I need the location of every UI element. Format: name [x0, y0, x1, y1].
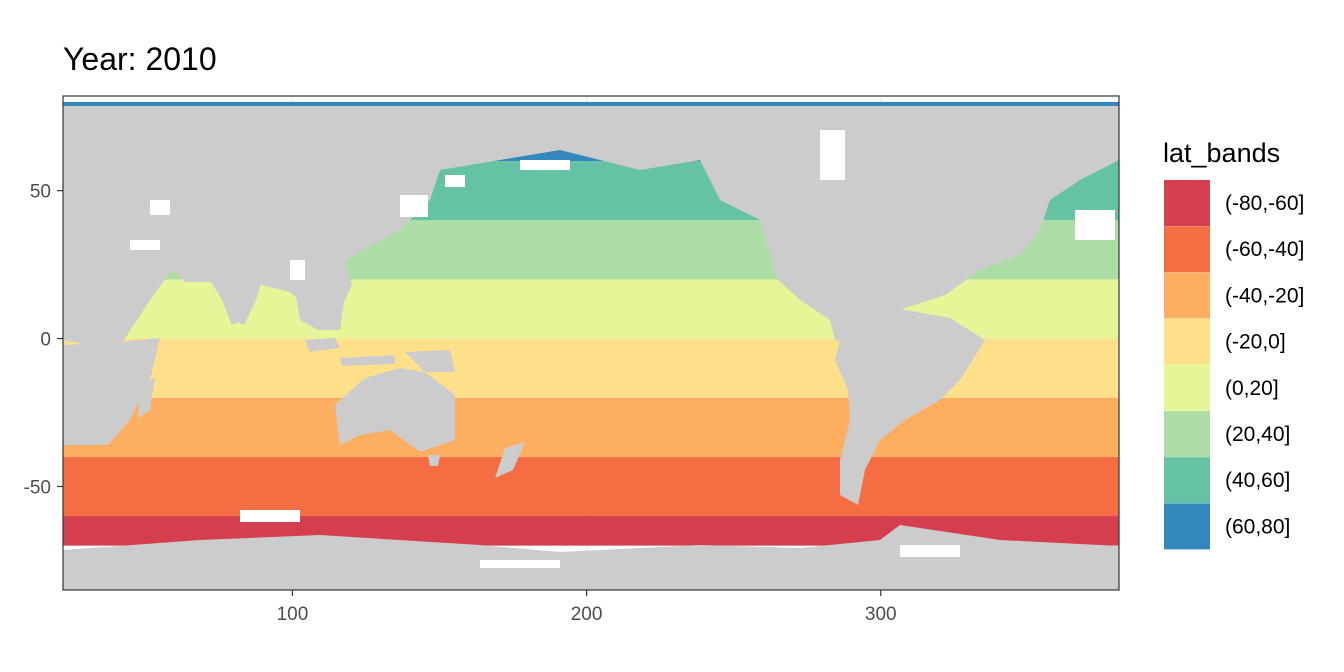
y-tick-label: 0	[40, 330, 51, 351]
x-tick-label: 300	[865, 604, 897, 625]
legend-label: (20,40]	[1225, 423, 1290, 446]
indonesia-1	[305, 338, 340, 352]
y-tick-label: 50	[30, 182, 51, 203]
no-data-patch	[900, 545, 960, 557]
legend-label: (-80,-60]	[1225, 192, 1304, 215]
lat-band	[63, 456, 1119, 517]
new-zealand	[495, 442, 525, 478]
legend-label: (-20,0]	[1225, 331, 1286, 354]
indonesia-2	[340, 355, 395, 366]
legend-key	[1164, 411, 1210, 457]
land-mass	[63, 106, 1119, 590]
y-axis: 50 0 -50	[24, 182, 63, 498]
no-data-patch	[445, 175, 465, 187]
legend-label: (60,80]	[1225, 515, 1290, 538]
no-data-patch	[820, 130, 845, 180]
x-tick-label: 100	[277, 604, 309, 625]
legend-label: (-40,-20]	[1225, 284, 1304, 307]
new-guinea	[405, 350, 455, 372]
legend-label: (-60,-40]	[1225, 238, 1304, 261]
plot-panel	[63, 96, 1119, 590]
no-data-patch	[290, 260, 305, 280]
antarctica	[63, 525, 1119, 590]
north-america	[700, 106, 1119, 345]
x-axis: 100 200 300	[277, 590, 897, 625]
no-data-patch	[150, 200, 170, 215]
legend-key	[1164, 226, 1210, 273]
south-america	[835, 310, 985, 505]
tasmania	[428, 455, 440, 466]
legend-title: lat_bands	[1163, 138, 1280, 168]
legend: lat_bands (-80,-60] (-60,-40] (-40,-20] (-2…	[1163, 138, 1304, 550]
no-data-patch	[130, 240, 160, 250]
no-data-patch	[480, 560, 560, 568]
legend-key	[1164, 180, 1210, 226]
no-data-patch	[1075, 210, 1115, 240]
no-data-patches	[130, 130, 1115, 568]
lat-band	[63, 397, 1119, 457]
x-tick-label: 200	[571, 604, 603, 625]
legend-key	[1164, 503, 1210, 550]
india	[210, 280, 262, 325]
southeast-asia	[295, 282, 345, 330]
legend-label: (40,60]	[1225, 469, 1290, 492]
legend-key	[1164, 457, 1210, 504]
chart-title: Year: 2010	[63, 41, 217, 77]
legend-label: (0,20]	[1225, 377, 1279, 400]
africa	[63, 338, 160, 445]
greenland	[990, 106, 1119, 162]
no-data-patch	[520, 160, 570, 170]
madagascar	[138, 378, 155, 418]
legend-key	[1164, 364, 1210, 411]
no-data-patch	[400, 195, 428, 217]
legend-key	[1164, 272, 1210, 319]
legend-key	[1164, 318, 1210, 365]
no-data-patch	[240, 510, 300, 522]
australia	[335, 368, 455, 452]
panel-border	[62, 95, 1120, 591]
y-tick-label: -50	[24, 477, 51, 498]
